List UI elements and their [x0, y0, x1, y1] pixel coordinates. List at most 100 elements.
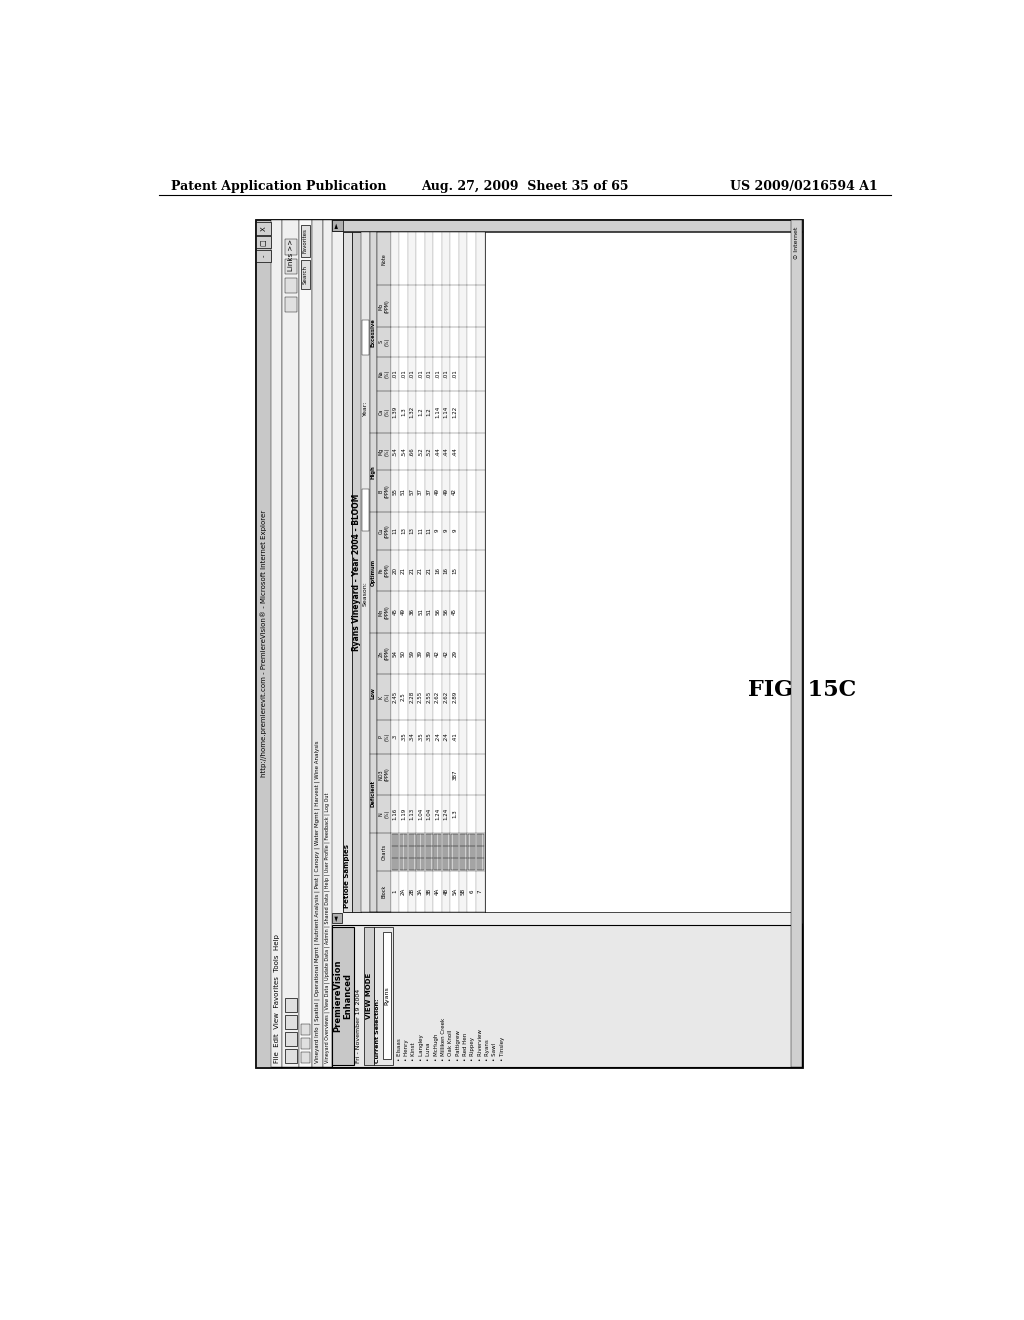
Text: • Ryans: • Ryans — [485, 1039, 490, 1061]
Text: 2.62: 2.62 — [435, 690, 440, 704]
Text: 37: 37 — [427, 487, 431, 495]
Text: 3B: 3B — [427, 888, 431, 895]
Text: • Elsaas: • Elsaas — [396, 1038, 401, 1061]
Polygon shape — [332, 220, 343, 231]
Text: Aug. 27, 2009  Sheet 35 of 65: Aug. 27, 2009 Sheet 35 of 65 — [421, 180, 629, 193]
Text: 36: 36 — [410, 609, 415, 615]
Polygon shape — [285, 239, 297, 255]
Polygon shape — [343, 232, 352, 912]
Polygon shape — [452, 834, 458, 870]
Text: 11: 11 — [427, 527, 431, 535]
Text: FIG. 15C: FIG. 15C — [749, 678, 856, 701]
Polygon shape — [301, 224, 310, 257]
Text: 16: 16 — [435, 566, 440, 574]
Polygon shape — [301, 260, 310, 289]
Text: • Luna: • Luna — [426, 1043, 431, 1061]
Polygon shape — [364, 927, 374, 1065]
Text: • Kinst: • Kinst — [412, 1043, 417, 1061]
Text: 39: 39 — [427, 649, 431, 657]
Polygon shape — [256, 220, 802, 1067]
Text: • Rippey: • Rippey — [470, 1036, 475, 1061]
Polygon shape — [271, 220, 283, 1067]
Text: PremiereVision
Enhanced: PremiereVision Enhanced — [333, 960, 352, 1032]
Text: 5A: 5A — [453, 888, 457, 895]
Text: 59: 59 — [410, 649, 415, 657]
Text: 57: 57 — [410, 487, 415, 495]
Text: 5B: 5B — [461, 888, 466, 895]
Text: 2.89: 2.89 — [453, 690, 457, 704]
Text: 2.55: 2.55 — [427, 690, 431, 704]
Text: • Langley: • Langley — [419, 1034, 424, 1061]
Polygon shape — [285, 998, 297, 1012]
Text: Year:: Year: — [364, 400, 368, 416]
Text: 2B: 2B — [410, 888, 415, 895]
Text: ◄: ◄ — [794, 223, 800, 228]
Text: 4A: 4A — [435, 888, 440, 895]
Text: .41: .41 — [453, 733, 457, 741]
Text: .54: .54 — [401, 447, 406, 455]
Polygon shape — [442, 232, 451, 912]
Polygon shape — [425, 232, 433, 912]
Text: 56: 56 — [435, 609, 440, 615]
Text: Low: Low — [371, 688, 376, 700]
Polygon shape — [362, 490, 369, 532]
Text: □: □ — [261, 239, 266, 246]
Text: 9: 9 — [443, 529, 449, 532]
Polygon shape — [343, 232, 792, 912]
Polygon shape — [375, 927, 393, 1065]
Polygon shape — [285, 259, 297, 275]
Text: • Pattigrew: • Pattigrew — [456, 1030, 461, 1061]
Text: .35: .35 — [427, 733, 431, 741]
Polygon shape — [301, 1024, 310, 1035]
Text: S
(%): S (%) — [378, 338, 389, 346]
Text: 55: 55 — [392, 487, 397, 495]
Text: • Sawl: • Sawl — [493, 1043, 498, 1061]
Polygon shape — [476, 232, 484, 912]
Text: 1.32: 1.32 — [410, 405, 415, 418]
Text: Season:: Season: — [364, 581, 368, 606]
Text: 3A: 3A — [418, 888, 423, 895]
Polygon shape — [391, 232, 399, 912]
Text: .52: .52 — [418, 447, 423, 455]
Text: 2.5: 2.5 — [401, 693, 406, 701]
Text: Vineyard Overviews | View Data | Update Data | Admin | Shared Data | Help | User: Vineyard Overviews | View Data | Update … — [325, 792, 330, 1063]
Polygon shape — [792, 220, 802, 231]
Polygon shape — [459, 232, 467, 912]
Text: High: High — [371, 466, 376, 479]
Polygon shape — [301, 1052, 310, 1063]
Text: Vineyard Info | Spatial | Operational Mgmt | Nutrient Analysis | Pest | Canopy |: Vineyard Info | Spatial | Operational Mg… — [314, 741, 319, 1063]
Text: -: - — [261, 255, 266, 257]
Polygon shape — [417, 232, 425, 912]
Text: Deficient: Deficient — [371, 780, 376, 807]
Text: X: X — [261, 226, 266, 231]
Text: 1.14: 1.14 — [435, 405, 440, 418]
Text: 1.2: 1.2 — [418, 408, 423, 416]
Text: Fe
(PPM): Fe (PPM) — [378, 564, 389, 577]
Text: Favorites: Favorites — [303, 228, 308, 253]
Polygon shape — [362, 319, 369, 355]
Text: US 2009/0216594 A1: US 2009/0216594 A1 — [730, 180, 879, 193]
Text: 1.3: 1.3 — [401, 408, 406, 416]
Polygon shape — [285, 1049, 297, 1063]
Text: Patent Application Publication: Patent Application Publication — [171, 180, 386, 193]
Text: Petiole Samples: Petiole Samples — [344, 845, 350, 908]
Polygon shape — [352, 232, 361, 912]
Text: ⊙ Internet: ⊙ Internet — [795, 227, 800, 259]
Polygon shape — [417, 834, 424, 870]
Polygon shape — [256, 249, 271, 263]
Text: VIEW MODE: VIEW MODE — [366, 973, 372, 1019]
Text: 49: 49 — [435, 487, 440, 495]
Text: 2.28: 2.28 — [410, 690, 415, 704]
Polygon shape — [299, 220, 311, 1067]
Text: K
(%): K (%) — [378, 693, 389, 701]
Text: Current Selection:: Current Selection: — [375, 998, 380, 1063]
Text: 2A: 2A — [401, 888, 406, 895]
Text: • Henry: • Henry — [404, 1039, 410, 1061]
Text: 13: 13 — [410, 527, 415, 535]
Polygon shape — [301, 1038, 310, 1049]
Text: .66: .66 — [410, 447, 415, 455]
Text: 29: 29 — [453, 649, 457, 657]
Polygon shape — [377, 232, 391, 912]
Text: 49: 49 — [401, 609, 406, 615]
Text: NO3
(PPM): NO3 (PPM) — [378, 767, 389, 781]
